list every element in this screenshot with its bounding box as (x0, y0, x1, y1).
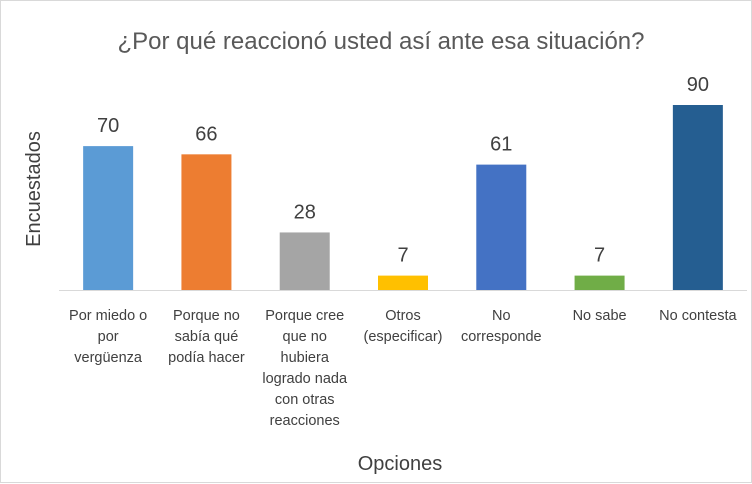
x-tick-label-line: No (492, 308, 511, 324)
x-tick-label-line: Porque no (173, 308, 240, 324)
x-tick-label-line: podía hacer (168, 350, 245, 366)
x-tick-label-line: Por miedo o (69, 308, 147, 324)
x-tick-label: No corresponde (461, 308, 542, 345)
bars-group (83, 105, 723, 290)
x-tick-label-line: vergüenza (74, 350, 143, 366)
bar (672, 105, 723, 290)
x-tick-label-line: por (98, 329, 119, 345)
x-tick-label-line: reacciones (270, 413, 340, 429)
bar-value-label: 7 (594, 245, 605, 267)
x-tick-label-line: No sabe (573, 308, 627, 324)
x-tick-label: Porque no sabía qué podía hacer (168, 308, 245, 366)
bar (181, 154, 232, 290)
x-tick-label-line: corresponde (461, 329, 542, 345)
chart-title: ¿Por qué reaccionó usted así ante esa si… (118, 28, 645, 55)
x-tick-label-line: que no (283, 329, 327, 345)
x-tick-label-line: logrado nada (262, 371, 348, 387)
bar-value-label: 70 (97, 115, 119, 137)
bar-value-label: 61 (490, 134, 512, 156)
x-tick-labels-group: Por miedo o por vergüenza Porque no sabía qu… (69, 308, 737, 429)
x-tick-label-line: con otras (275, 392, 335, 408)
x-tick-label-line: sabía qué (175, 329, 239, 345)
bar (378, 275, 428, 290)
bar-value-label: 90 (687, 74, 709, 96)
bar (476, 164, 527, 290)
x-tick-label: No sabe (573, 308, 627, 324)
bar-value-label: 66 (195, 123, 217, 145)
x-tick-label-line: Porque cree (265, 308, 344, 324)
x-tick-label-line: No contesta (659, 308, 737, 324)
x-tick-label-line: (especificar) (364, 329, 443, 345)
data-labels-group: 70 66 28 7 61 7 90 (97, 74, 709, 267)
bar (574, 275, 625, 290)
y-axis-title: Encuestados (23, 131, 45, 247)
x-tick-label-line: hubiera (281, 350, 330, 366)
bar (279, 232, 330, 290)
x-tick-label-line: Otros (385, 308, 420, 324)
x-tick-label: Otros (especificar) (364, 308, 443, 345)
bar-value-label: 28 (294, 201, 316, 223)
x-tick-label: Por miedo o por vergüenza (69, 308, 147, 366)
x-tick-label: Porque cree que no hubiera logrado nada con … (262, 308, 348, 429)
bar (83, 146, 134, 290)
bar-value-label: 7 (397, 245, 408, 267)
x-tick-label: No contesta (659, 308, 737, 324)
x-axis-title: Opciones (358, 453, 443, 475)
